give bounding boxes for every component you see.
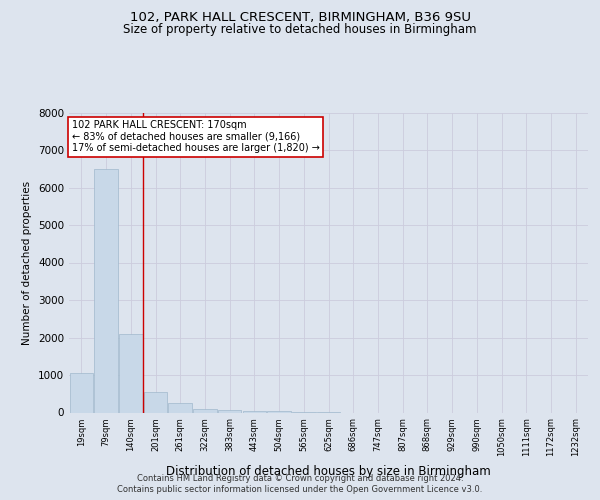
Bar (169, 403, 192, 412)
Text: Size of property relative to detached houses in Birmingham: Size of property relative to detached ho… (123, 23, 477, 36)
Bar (193, 409, 217, 412)
Bar (119, 334, 143, 412)
Text: Contains public sector information licensed under the Open Government Licence v3: Contains public sector information licen… (118, 485, 482, 494)
Text: Contains HM Land Registry data © Crown copyright and database right 2024.: Contains HM Land Registry data © Crown c… (137, 474, 463, 483)
Text: 102, PARK HALL CRESCENT, BIRMINGHAM, B36 9SU: 102, PARK HALL CRESCENT, BIRMINGHAM, B36… (130, 11, 470, 24)
Bar (70, 373, 93, 412)
Bar (144, 392, 167, 412)
Bar (242, 410, 266, 412)
Text: 102 PARK HALL CRESCENT: 170sqm
← 83% of detached houses are smaller (9,166)
17% : 102 PARK HALL CRESCENT: 170sqm ← 83% of … (71, 120, 319, 153)
Bar (94, 169, 118, 412)
Y-axis label: Number of detached properties: Number of detached properties (22, 180, 32, 344)
X-axis label: Distribution of detached houses by size in Birmingham: Distribution of detached houses by size … (166, 464, 491, 477)
Bar (218, 410, 241, 412)
